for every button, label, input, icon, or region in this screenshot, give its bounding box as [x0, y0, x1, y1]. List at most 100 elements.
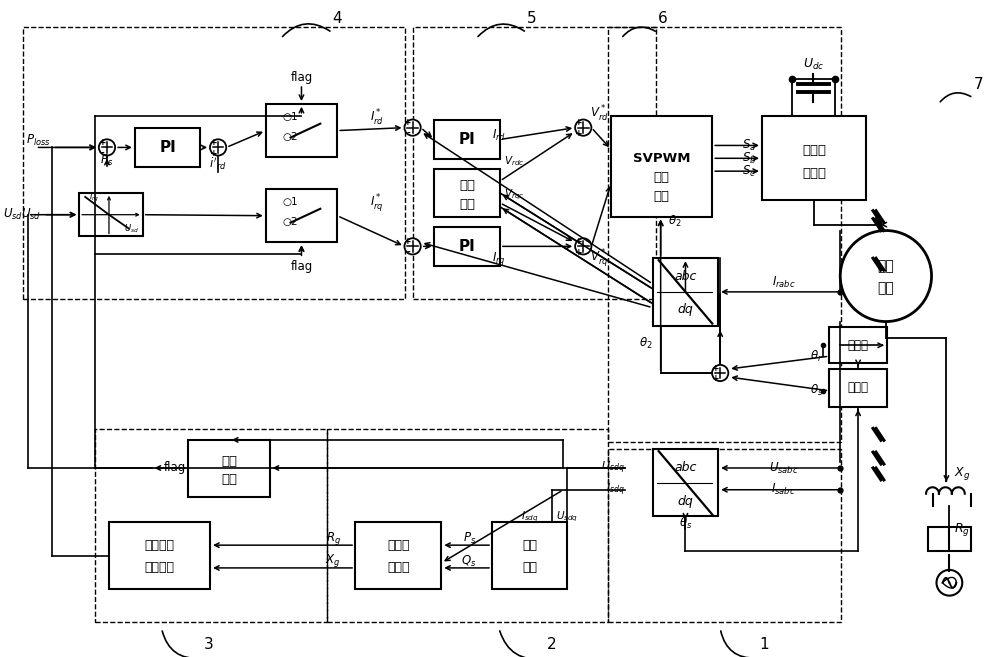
- Text: +: +: [210, 148, 217, 158]
- Circle shape: [210, 139, 226, 156]
- Text: $S_b$: $S_b$: [742, 150, 756, 166]
- Text: 2: 2: [547, 637, 556, 652]
- Bar: [434, 120, 500, 159]
- Text: $\theta_2$: $\theta_2$: [668, 214, 681, 229]
- Text: $V_{rqc}$: $V_{rqc}$: [504, 188, 524, 202]
- Text: dq: dq: [678, 495, 693, 508]
- Text: -: -: [406, 129, 410, 138]
- Text: 1: 1: [759, 637, 769, 652]
- Text: 3: 3: [203, 637, 213, 652]
- Bar: [829, 369, 887, 407]
- Text: $R_g$: $R_g$: [326, 530, 341, 547]
- Bar: [327, 430, 608, 622]
- Text: +: +: [575, 118, 583, 127]
- Text: $I_{rd}$: $I_{rd}$: [492, 128, 506, 143]
- Text: flag: flag: [290, 71, 313, 83]
- Circle shape: [575, 120, 591, 136]
- Text: ○2: ○2: [283, 131, 298, 141]
- Text: -: -: [101, 148, 104, 158]
- Bar: [266, 104, 337, 157]
- Text: +: +: [712, 363, 720, 373]
- Text: +: +: [99, 138, 106, 147]
- Text: $U_{dc}$: $U_{dc}$: [803, 57, 824, 72]
- Text: $I_{rabc}$: $I_{rabc}$: [772, 275, 795, 290]
- Text: 故障: 故障: [221, 455, 237, 468]
- Text: 7: 7: [973, 77, 983, 91]
- Text: $\theta_r$: $\theta_r$: [810, 349, 823, 364]
- Text: 前馈: 前馈: [459, 179, 475, 192]
- Text: $I_{sdq}$: $I_{sdq}$: [606, 482, 625, 498]
- Text: +: +: [404, 118, 412, 127]
- Text: 电网阻: 电网阻: [387, 539, 409, 552]
- Text: $\theta_s$: $\theta_s$: [810, 383, 823, 398]
- Text: +: +: [575, 129, 583, 138]
- Text: $I_{sdq}$: $I_{sdq}$: [521, 509, 539, 524]
- Bar: [829, 327, 887, 363]
- Bar: [188, 440, 270, 497]
- Text: 编码器: 编码器: [848, 339, 869, 351]
- Text: $P_s$: $P_s$: [463, 531, 476, 546]
- Circle shape: [99, 139, 115, 156]
- Circle shape: [404, 120, 421, 136]
- Text: -: -: [406, 248, 410, 256]
- Text: $I_{sabc}$: $I_{sabc}$: [771, 482, 796, 497]
- Text: $U_{sd}$: $U_{sd}$: [21, 207, 42, 222]
- Text: 模块: 模块: [654, 191, 670, 204]
- Text: $U_{sd}$: $U_{sd}$: [124, 222, 139, 235]
- Text: 抗计算: 抗计算: [387, 562, 409, 574]
- Text: +: +: [575, 237, 583, 246]
- Bar: [608, 449, 841, 622]
- Text: $V_{rdc}$: $V_{rdc}$: [504, 154, 524, 168]
- Text: flag: flag: [290, 260, 313, 273]
- Text: +: +: [210, 138, 217, 147]
- Circle shape: [575, 238, 591, 254]
- Text: $P_s$: $P_s$: [100, 152, 114, 168]
- Text: 锁相环: 锁相环: [848, 381, 869, 394]
- Text: 5: 5: [527, 11, 536, 26]
- Text: $R_g$: $R_g$: [954, 521, 970, 538]
- Text: PI: PI: [459, 239, 476, 254]
- Text: +: +: [575, 248, 583, 256]
- Text: 转子侧: 转子侧: [802, 144, 826, 157]
- Bar: [653, 258, 718, 325]
- Text: $V^*_{rd}$: $V^*_{rd}$: [590, 104, 608, 124]
- Text: ○1: ○1: [283, 112, 298, 122]
- Bar: [23, 27, 405, 299]
- Text: $Q_s$: $Q_s$: [461, 553, 477, 568]
- Circle shape: [712, 365, 728, 381]
- Text: +: +: [404, 237, 412, 246]
- Bar: [611, 116, 712, 217]
- Bar: [266, 189, 337, 242]
- Circle shape: [404, 238, 421, 254]
- Text: $U_{sdq}$: $U_{sdq}$: [556, 509, 579, 524]
- Text: dq: dq: [678, 303, 693, 316]
- Bar: [355, 522, 441, 589]
- Text: 指令计算: 指令计算: [145, 562, 175, 574]
- Text: 有功功率: 有功功率: [145, 539, 175, 552]
- Text: 变流器: 变流器: [802, 167, 826, 179]
- Bar: [928, 528, 971, 551]
- Text: 计算: 计算: [522, 562, 537, 574]
- Text: flag: flag: [163, 461, 186, 474]
- Bar: [95, 430, 327, 622]
- Text: $U_{sd}$: $U_{sd}$: [3, 207, 24, 222]
- Bar: [762, 116, 866, 200]
- Text: $\theta_2$: $\theta_2$: [639, 336, 653, 351]
- Text: $S_a$: $S_a$: [742, 138, 756, 153]
- Text: $P_{loss}$: $P_{loss}$: [26, 133, 50, 148]
- Bar: [109, 522, 210, 589]
- Bar: [653, 449, 718, 516]
- Bar: [413, 27, 656, 299]
- Text: $U_{sabc}$: $U_{sabc}$: [769, 461, 798, 476]
- Text: $\theta_s$: $\theta_s$: [679, 516, 692, 531]
- Text: $X_g$: $X_g$: [325, 553, 341, 570]
- Text: +: +: [712, 374, 720, 383]
- Text: $V^*_{rq}$: $V^*_{rq}$: [590, 247, 608, 269]
- Text: ○1: ○1: [283, 197, 298, 207]
- Text: ○2: ○2: [283, 217, 298, 227]
- Text: 单元: 单元: [459, 198, 475, 212]
- Text: PI: PI: [159, 140, 176, 155]
- Text: 电机: 电机: [878, 281, 894, 295]
- Text: $I_{rq}$: $I_{rq}$: [492, 250, 506, 267]
- Text: abc: abc: [674, 461, 697, 474]
